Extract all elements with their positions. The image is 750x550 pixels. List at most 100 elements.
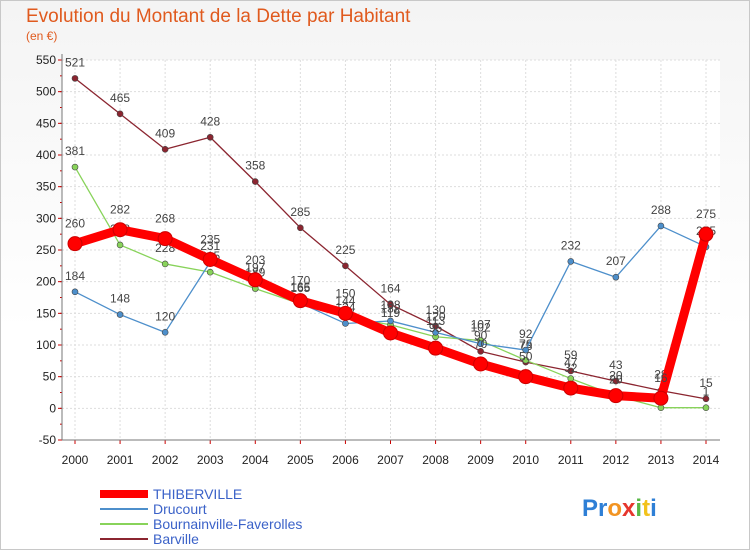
data-label: 1 — [703, 385, 710, 399]
data-label: 428 — [200, 114, 220, 128]
axes: -500501001502002503003504004505005502000… — [36, 53, 720, 467]
logo-letter: o — [607, 495, 622, 522]
data-label: 20 — [609, 373, 623, 387]
data-label: 50 — [519, 350, 533, 364]
data-point — [653, 390, 669, 406]
data-point — [702, 404, 710, 412]
y-tick-label: 450 — [36, 116, 56, 130]
y-tick-label: 200 — [36, 275, 56, 289]
data-label: 260 — [65, 217, 85, 231]
logo-letter: P — [582, 495, 598, 522]
data-point — [161, 146, 169, 153]
data-label: 130 — [426, 303, 446, 317]
data-label: 102 — [471, 321, 491, 335]
data-label: 381 — [65, 144, 85, 158]
data-label: 32 — [564, 361, 578, 375]
y-tick-label: 400 — [36, 148, 56, 162]
data-label: 150 — [335, 286, 355, 300]
x-tick-label: 2006 — [332, 453, 359, 467]
data-label: 20 — [609, 369, 623, 383]
legend-label: Drucourt — [153, 501, 207, 517]
x-tick-label: 2002 — [152, 453, 179, 467]
data-point — [698, 226, 714, 242]
data-point — [292, 293, 308, 309]
data-point — [477, 340, 484, 348]
data-point — [297, 224, 304, 232]
data-label: 113 — [426, 314, 445, 328]
x-tick-label: 2003 — [197, 453, 224, 467]
legend-label: Bournainville-Faverolles — [153, 516, 302, 532]
data-label: 232 — [561, 238, 581, 252]
data-label: 76 — [519, 337, 533, 351]
data-point — [342, 262, 349, 270]
data-label: 207 — [606, 254, 626, 268]
x-tick-label: 2000 — [62, 453, 89, 467]
x-tick-label: 2009 — [467, 453, 494, 467]
data-label: 15 — [699, 376, 713, 390]
data-label: 197 — [245, 261, 265, 275]
data-point — [563, 380, 579, 396]
data-point — [202, 252, 218, 267]
data-point — [608, 388, 624, 404]
data-label: 119 — [381, 306, 400, 320]
data-label: 70 — [474, 337, 488, 351]
data-point — [206, 133, 214, 141]
x-tick-label: 2005 — [287, 453, 314, 467]
x-tick-label: 2004 — [242, 453, 269, 467]
series-layer: 5214654094283582852251641309073594328153… — [65, 55, 716, 412]
legend-label: Barville — [153, 531, 199, 547]
data-label: 120 — [155, 309, 175, 323]
data-label: 120 — [426, 309, 446, 323]
data-label: 165 — [290, 281, 310, 295]
data-point — [116, 110, 124, 118]
data-label: 288 — [651, 203, 671, 217]
data-point — [383, 325, 398, 341]
data-point — [518, 369, 534, 385]
y-tick-label: 100 — [36, 338, 56, 352]
x-tick-label: 2011 — [558, 453, 584, 467]
data-point — [71, 75, 79, 82]
data-point — [251, 178, 259, 185]
data-point — [387, 301, 394, 308]
legend: THIBERVILLEDrucourtBournainville-Faverol… — [100, 486, 302, 547]
data-label: 43 — [609, 358, 623, 372]
logo-letter: r — [598, 495, 607, 522]
data-point — [71, 163, 79, 171]
data-point — [387, 317, 394, 325]
x-tick-label: 2014 — [693, 453, 720, 467]
y-tick-label: 550 — [36, 53, 56, 67]
logo-letter: i — [650, 495, 657, 522]
data-point — [161, 329, 169, 336]
data-label: 16 — [654, 371, 668, 385]
data-point — [116, 241, 124, 249]
data-label: 166 — [290, 280, 310, 294]
data-point — [161, 260, 169, 268]
data-label: 521 — [65, 55, 85, 69]
y-tick-label: 0 — [49, 401, 56, 415]
data-point — [612, 377, 620, 385]
data-label: 235 — [200, 233, 220, 247]
data-label: 132 — [380, 302, 400, 316]
data-point — [67, 236, 83, 252]
data-label: 282 — [110, 203, 130, 217]
data-label: 231 — [200, 239, 220, 253]
data-label: 225 — [335, 243, 355, 257]
data-point — [432, 322, 439, 330]
data-label: 170 — [290, 274, 310, 288]
data-point — [657, 222, 665, 230]
data-label: 465 — [110, 91, 130, 105]
data-label: 268 — [155, 212, 175, 226]
data-point — [428, 340, 444, 356]
data-point — [612, 273, 620, 281]
data-point — [157, 231, 173, 247]
data-label: 285 — [290, 205, 310, 219]
x-tick-label: 2001 — [107, 453, 134, 467]
data-point — [432, 329, 439, 336]
logo-letter: i — [635, 495, 642, 522]
data-label: 275 — [696, 207, 716, 221]
x-tick-label: 2012 — [603, 453, 630, 467]
x-tick-label: 2007 — [377, 453, 404, 467]
logo-letter: x — [622, 495, 636, 522]
y-tick-label: 300 — [36, 211, 56, 225]
